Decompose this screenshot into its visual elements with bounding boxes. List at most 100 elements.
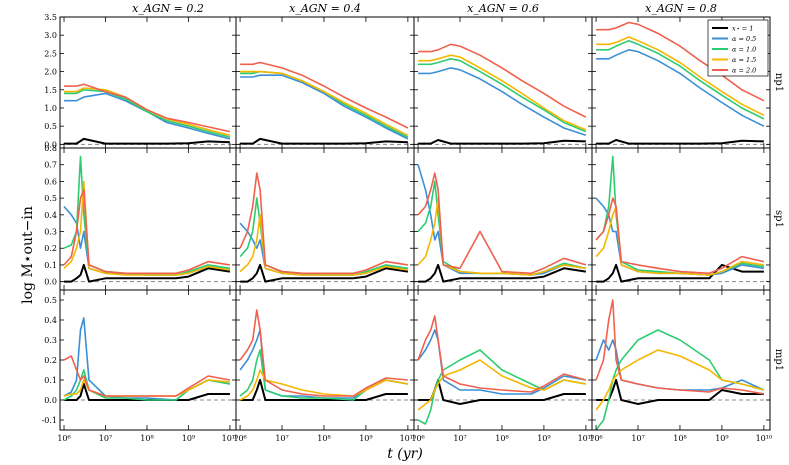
series-line [418,379,586,405]
series-line [595,205,765,276]
panel-mp1-3: 10⁶ 10⁷ 10⁸ 10⁹ 10¹⁰ [411,289,595,443]
x-axis-label: t (yr) [387,446,423,462]
series-line [239,309,408,397]
x-tick-label: 10⁸ [673,434,686,443]
y-tick-label: 0.3 [44,228,57,237]
column-titles: x_AGN = 0.2 x_AGN = 0.4 x_AGN = 0.6 x_AGN =… [132,2,717,15]
series-line [595,349,765,411]
series-line [417,197,587,276]
y-tick-label: 0.4 [44,211,57,220]
legend-label: α = 1.0 [732,46,756,54]
y-tick-label: 0.3 [44,336,57,345]
series-line [596,21,765,102]
panel-frame [591,289,771,431]
x-tick-label: 10¹⁰ [222,434,239,443]
legend-label: α = 1.5 [732,56,756,64]
y-tick-label: -0.1 [42,416,57,425]
series-line [595,299,765,395]
row-label: np1 [773,73,784,92]
x-tick-label: 10⁷ [453,434,466,443]
series-line [64,263,231,283]
y-tick-label: 0.2 [44,356,57,365]
series-line [596,39,765,120]
y-tick-label: 2.0 [44,68,57,77]
x-tick-label: 10¹⁰ [400,434,417,443]
y-tick-label: 0.0 [44,396,57,405]
series-line [240,70,409,138]
panel-mp1-4: 10⁶ 10⁷ 10⁸ 10⁹ 10¹⁰ [589,289,773,443]
series-line [596,139,764,145]
series-line [418,54,587,131]
y-tick-label: 0.2 [44,244,57,253]
y-tick-label: 0.6 [44,177,57,186]
y-axis-label: log M⋆out−in [20,206,36,304]
legend-label: α = 2.0 [732,67,756,75]
series-line [240,379,408,401]
series-line [239,214,409,276]
column-title: x_AGN = 0.2 [132,2,204,15]
y-tick-label: 0.1 [44,261,57,270]
y-tick-label: 3.0 [44,31,57,40]
series-line [64,383,230,401]
x-tick-label: 10⁸ [495,434,508,443]
series-line [596,36,765,117]
panel-np1-1: 0.0 0.5 1.0 1.5 2.0 2.5 3.0 3.5 [44,13,237,149]
y-tick-label: 1.0 [44,104,57,113]
x-tick-label: 10¹⁰ [756,434,773,443]
panel-frame [59,16,237,149]
series-line [240,70,409,137]
series-line [417,329,587,395]
series-line [596,263,764,283]
series-line [418,67,587,137]
x-tick-label: 10⁹ [537,434,551,443]
y-tick-label: 0.5 [44,194,57,203]
x-tick-label: 10⁷ [275,434,288,443]
legend-label: α = 0.5 [732,35,756,43]
series-line [417,315,587,393]
series-line [240,263,409,283]
y-tick-label: 0.4 [44,316,57,325]
series-line [596,48,765,127]
series-line [239,172,409,275]
series-line [595,339,765,391]
series-line [64,83,231,133]
column-title: x_AGN = 0.8 [645,2,717,15]
y-tick-label: 0.8 [44,144,57,153]
x-tick-label: 10⁹ [715,434,729,443]
y-tick-label: 0.5 [44,296,57,305]
panel-frame [59,289,237,431]
column-title: x_AGN = 0.4 [289,2,361,15]
series-line [63,355,231,397]
panel-frame [591,147,771,291]
series-line [240,61,409,129]
legend: x⋆ = 1 α = 0.5 α = 1.0 α = 1.5 α = 2.0 [707,19,769,77]
series-line [418,263,587,283]
panel-np1-3 [413,16,593,149]
row-label: mp1 [773,349,784,371]
x-tick-label: 10⁷ [631,434,644,443]
x-tick-label: 10⁸ [140,434,153,443]
x-tick-label: 10⁶ [589,434,602,443]
x-tick-label: 10⁷ [99,434,112,443]
panel-mp1-2: 10⁶ 10⁷ 10⁸ 10⁹ 10¹⁰ [233,289,417,443]
panel-np1-2 [235,16,415,149]
row-labels: np1 sp1 mp1 [773,73,784,371]
series-line [63,180,231,276]
series-line [64,137,230,145]
x-tick-label: 10⁹ [359,434,373,443]
y-tick-label: 2.5 [44,49,57,58]
series-line [240,74,409,140]
panel-sp1-3 [413,147,593,291]
y-tick-label: 0.0 [44,140,57,149]
x-tick-label: 10⁶ [233,434,246,443]
y-tick-label: 1.5 [44,86,57,95]
y-tick-label: 0.1 [44,376,57,385]
series-line [240,137,408,145]
x-tick-label: 10⁹ [182,434,196,443]
x-tick-label: 10⁶ [411,434,424,443]
x-tick-label: 10¹⁰ [578,434,595,443]
series-line [239,369,409,401]
panel-np1-4: x⋆ = 1 α = 0.5 α = 1.0 α = 1.5 α = 2.0 [591,16,771,149]
y-tick-label: 0.5 [44,122,57,131]
